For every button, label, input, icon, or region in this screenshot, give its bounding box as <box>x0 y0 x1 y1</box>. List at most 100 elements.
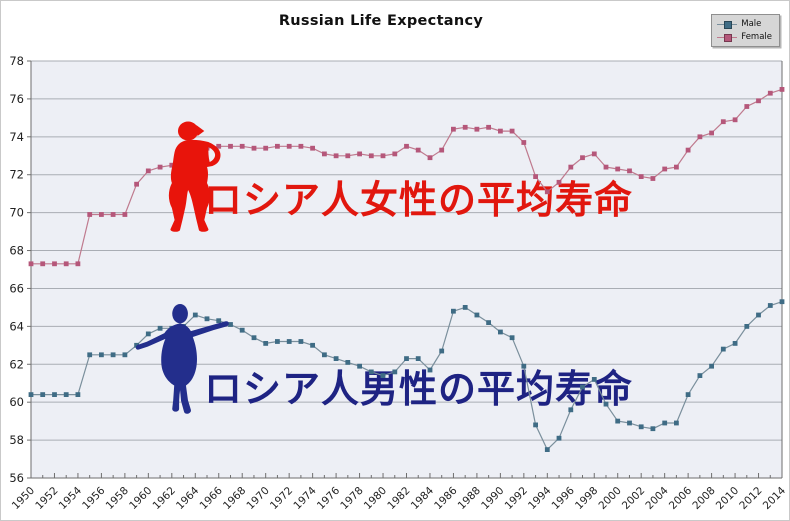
x-tick-label: 1950 <box>10 485 37 512</box>
x-tick-label: 1992 <box>503 485 530 512</box>
chart-series-layer <box>28 87 785 452</box>
x-tick-label: 1966 <box>197 484 225 512</box>
x-tick-label: 2014 <box>761 484 789 512</box>
male-marker <box>498 329 503 335</box>
female-marker <box>650 176 656 181</box>
male-marker <box>521 363 527 369</box>
female-marker <box>157 164 163 170</box>
female-marker <box>87 212 93 217</box>
y-tick-label: 58 <box>9 433 24 447</box>
male-marker <box>368 369 374 375</box>
female-marker <box>638 174 644 179</box>
legend-item-male: Male <box>717 19 772 29</box>
x-tick-label: 1976 <box>315 484 343 512</box>
male-marker <box>439 348 445 354</box>
female-marker <box>568 164 574 170</box>
x-tick-label: 1968 <box>221 485 248 512</box>
female-marker <box>439 147 445 153</box>
x-tick-label: 1962 <box>151 485 178 512</box>
female-marker <box>509 128 515 134</box>
x-tick-label: 1994 <box>526 484 554 512</box>
male-marker <box>697 373 703 378</box>
man-silhouette-icon <box>135 303 229 414</box>
y-tick-label: 64 <box>9 319 24 333</box>
male-marker <box>732 341 738 346</box>
x-tick-label: 1978 <box>338 485 365 512</box>
male-marker <box>322 352 327 358</box>
chart-title: Russian Life Expectancy <box>278 13 484 29</box>
female-marker <box>28 261 34 267</box>
male-marker <box>709 363 714 369</box>
male-marker <box>380 373 386 378</box>
male-series-marker-icon <box>717 20 738 29</box>
male-marker <box>627 420 632 426</box>
female-marker <box>357 151 362 157</box>
x-tick-label: 1990 <box>479 485 506 512</box>
annotation-male-text: ロシア人男性の平均寿命 <box>204 367 633 411</box>
female-marker <box>122 212 128 217</box>
female-marker <box>239 143 245 149</box>
female-marker <box>298 143 304 149</box>
female-marker <box>720 119 726 125</box>
male-marker <box>451 308 456 314</box>
male-marker <box>87 352 93 358</box>
female-marker <box>697 134 703 140</box>
male-marker <box>674 420 679 426</box>
x-tick-label: 1972 <box>268 485 295 512</box>
male-marker <box>486 320 491 325</box>
woman-silhouette-icon <box>168 121 221 232</box>
y-tick-label: 68 <box>9 244 24 258</box>
male-marker <box>157 325 163 331</box>
female-marker <box>662 166 668 172</box>
male-marker <box>685 392 691 397</box>
male-marker <box>779 299 785 305</box>
female-marker <box>145 168 151 174</box>
x-tick-label: 1974 <box>291 484 319 512</box>
x-tick-label: 2006 <box>667 484 695 512</box>
male-marker <box>662 420 668 426</box>
female-marker <box>40 261 46 267</box>
x-tick-label: 1988 <box>456 485 483 512</box>
female-marker <box>474 126 480 132</box>
female-series-marker-icon <box>717 33 738 42</box>
x-tick-label: 1970 <box>244 485 271 512</box>
female-marker <box>603 164 609 170</box>
female-marker <box>498 128 503 134</box>
y-tick-label: 62 <box>9 357 24 371</box>
male-marker <box>568 407 574 413</box>
x-tick-label: 1986 <box>432 484 460 512</box>
female-marker <box>627 168 632 174</box>
male-marker <box>345 360 351 365</box>
male-marker <box>298 339 304 344</box>
y-tick-label: 70 <box>9 206 24 220</box>
x-tick-label: 1958 <box>104 485 131 512</box>
male-marker <box>134 342 139 348</box>
female-marker <box>263 145 269 151</box>
legend-label-male: Male <box>741 19 762 29</box>
female-marker <box>451 126 456 132</box>
male-marker <box>638 424 644 430</box>
female-marker <box>556 179 562 185</box>
female-marker <box>345 153 351 159</box>
male-marker <box>52 392 57 397</box>
female-marker <box>310 145 315 151</box>
female-marker <box>580 155 585 161</box>
female-marker <box>404 143 409 149</box>
legend: Male Female <box>711 14 780 47</box>
male-marker <box>556 435 562 441</box>
male-marker <box>122 352 128 358</box>
male-marker <box>192 312 198 318</box>
female-marker <box>216 143 222 149</box>
male-marker <box>110 352 116 358</box>
male-marker <box>99 352 104 358</box>
male-marker <box>427 367 433 373</box>
y-tick-label: 78 <box>9 54 24 68</box>
male-marker <box>533 422 538 428</box>
female-marker <box>709 130 714 136</box>
female-marker <box>732 117 738 123</box>
male-marker <box>286 339 292 344</box>
female-marker <box>767 90 773 96</box>
x-tick-label: 2010 <box>714 485 741 512</box>
male-marker <box>357 363 362 369</box>
